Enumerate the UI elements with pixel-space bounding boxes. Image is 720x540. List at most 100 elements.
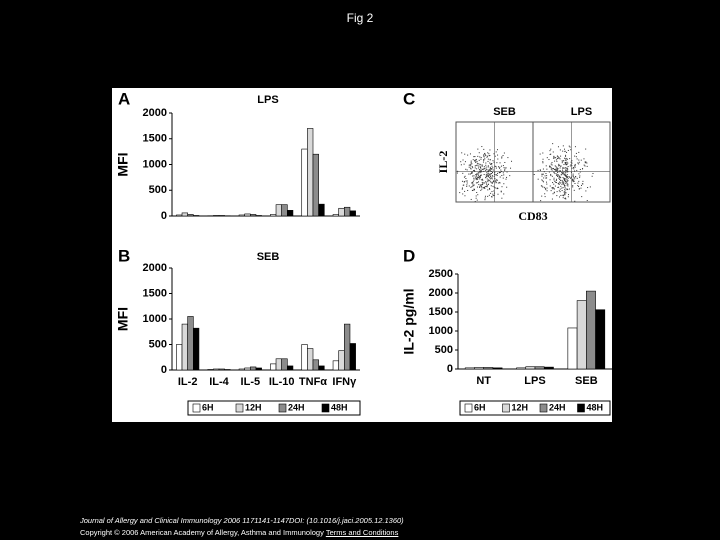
event-dot	[564, 192, 566, 194]
event-dot	[553, 179, 555, 181]
event-dot	[546, 177, 548, 179]
event-dot	[541, 185, 543, 187]
event-dot	[578, 180, 580, 182]
event-dot	[485, 162, 487, 164]
event-dot	[483, 156, 485, 158]
event-dot	[543, 177, 545, 179]
event-dot	[565, 192, 567, 194]
event-dot	[577, 185, 579, 187]
bar	[301, 344, 308, 371]
event-dot	[558, 171, 560, 173]
event-dot	[471, 182, 473, 184]
event-dot	[555, 169, 557, 171]
event-dot	[473, 175, 475, 177]
x-axis-label: CD83	[518, 209, 547, 223]
event-dot	[570, 164, 572, 166]
bar	[244, 367, 251, 371]
event-dot	[543, 171, 545, 173]
bar	[287, 210, 294, 217]
event-dot	[499, 166, 501, 168]
terms-link[interactable]: Terms and Conditions	[325, 528, 399, 537]
y-tick-label: 0	[447, 363, 453, 375]
x-tick-label: IL-2	[178, 376, 198, 388]
event-dot	[574, 155, 576, 157]
event-dot	[563, 171, 565, 173]
event-dot	[484, 186, 486, 188]
event-dot	[491, 163, 493, 165]
event-dot	[487, 171, 489, 173]
event-dot	[472, 167, 474, 169]
event-dot	[479, 176, 481, 178]
event-dot	[565, 158, 567, 160]
event-dot	[552, 182, 554, 184]
event-dot	[567, 194, 569, 196]
event-dot	[550, 166, 552, 168]
legend-box	[187, 400, 361, 416]
event-dot	[493, 190, 495, 192]
bar	[255, 367, 262, 371]
event-dot	[477, 172, 479, 174]
event-dot	[557, 169, 559, 171]
event-dot	[584, 161, 586, 163]
event-dot	[543, 181, 545, 183]
event-dot	[551, 162, 553, 164]
bar	[492, 367, 503, 370]
event-dot	[550, 190, 552, 192]
event-dot	[487, 183, 489, 185]
event-dot	[578, 185, 580, 187]
event-dot	[474, 165, 476, 167]
bar	[332, 214, 339, 217]
event-dot	[564, 171, 566, 173]
event-dot	[558, 177, 560, 179]
event-dot	[474, 160, 476, 162]
event-dot	[574, 182, 576, 184]
event-dot	[565, 154, 567, 156]
y-tick-label: 0	[161, 210, 167, 222]
event-dot	[472, 184, 474, 186]
event-dot	[499, 181, 501, 183]
event-dot	[487, 160, 489, 162]
event-dot	[493, 180, 495, 182]
event-dot	[462, 172, 464, 174]
event-dot	[570, 149, 572, 151]
event-dot	[566, 189, 568, 191]
event-dot	[564, 182, 566, 184]
event-dot	[566, 188, 568, 190]
bar	[270, 363, 277, 371]
event-dot	[470, 172, 472, 174]
bar	[349, 210, 356, 217]
bar	[244, 213, 251, 217]
event-dot	[554, 168, 556, 170]
bar	[344, 206, 351, 217]
event-dot	[549, 166, 551, 168]
event-dot	[585, 148, 587, 150]
event-dot	[550, 168, 552, 170]
event-dot	[491, 181, 493, 183]
event-dot	[557, 168, 559, 170]
event-dot	[589, 186, 591, 188]
event-dot	[481, 171, 483, 173]
event-dot	[484, 153, 486, 155]
event-dot	[486, 172, 488, 174]
event-dot	[552, 157, 554, 159]
event-dot	[559, 158, 561, 160]
event-dot	[572, 178, 574, 180]
event-dot	[495, 167, 497, 169]
event-dot	[567, 162, 569, 164]
event-dot	[471, 166, 473, 168]
event-dot	[556, 167, 558, 169]
event-dot	[482, 168, 484, 170]
event-dot	[546, 187, 548, 189]
event-dot	[586, 165, 588, 167]
event-dot	[561, 162, 563, 164]
event-dot	[465, 178, 467, 180]
event-dot	[481, 188, 483, 190]
event-dot	[460, 161, 462, 163]
event-dot	[544, 187, 546, 189]
event-dot	[479, 166, 481, 168]
event-dot	[506, 171, 508, 173]
event-dot	[560, 185, 562, 187]
legend-swatch	[464, 403, 473, 413]
event-dot	[488, 194, 490, 196]
plot-title: LPS	[571, 106, 592, 118]
